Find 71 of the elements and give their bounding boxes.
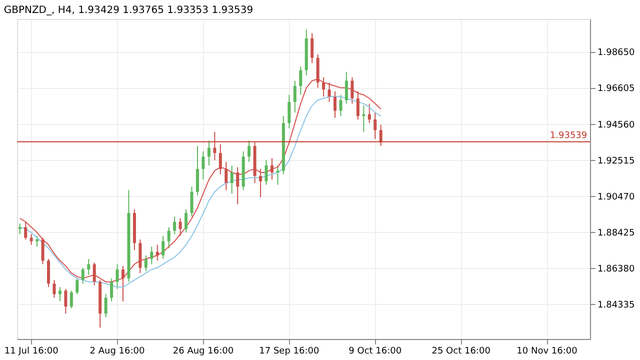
x-tick-label: 17 Sep 16:00 xyxy=(259,346,320,356)
x-tick-label: 10 Nov 16:00 xyxy=(516,346,578,356)
candlestick xyxy=(248,140,251,162)
candlestick xyxy=(64,288,68,314)
candlestick xyxy=(356,90,360,120)
candlestick xyxy=(310,32,314,64)
candlestick xyxy=(81,267,84,284)
candlestick xyxy=(196,146,199,196)
y-tick-label: 1.88425 xyxy=(598,228,635,239)
candlestick xyxy=(218,144,222,175)
y-tick-label: 1.90470 xyxy=(598,192,635,202)
candlestick xyxy=(293,80,296,113)
candlestick xyxy=(259,168,262,198)
candlestick xyxy=(52,280,56,298)
y-tick-label: 1.86380 xyxy=(598,264,635,275)
candlestick xyxy=(328,82,331,102)
candlestick xyxy=(339,94,342,117)
candlestick xyxy=(36,235,39,248)
candlestick xyxy=(270,158,274,180)
candlestick xyxy=(344,71,348,104)
candlestick xyxy=(350,76,354,104)
candlestick xyxy=(58,286,62,302)
candlestick xyxy=(322,76,326,98)
candlestick xyxy=(202,150,205,180)
candlestick xyxy=(374,112,377,140)
candlestick xyxy=(150,246,154,265)
candlestick xyxy=(116,264,119,290)
candlestick xyxy=(224,161,228,191)
candlestick xyxy=(24,221,28,240)
candlestick xyxy=(144,254,148,272)
candlestick xyxy=(173,216,176,235)
candlestick xyxy=(92,262,96,286)
candlestick xyxy=(213,131,216,161)
ref-line-label: 1.93539 xyxy=(550,130,588,141)
y-tick-label: 1.84335 xyxy=(598,300,635,311)
candlestick xyxy=(190,186,194,218)
candlestick xyxy=(184,209,188,233)
candlestick xyxy=(110,278,114,302)
candlestick xyxy=(207,140,210,166)
candlestick xyxy=(104,294,108,318)
x-tick-label: 2 Aug 16:00 xyxy=(90,346,146,356)
candlestick xyxy=(122,265,125,302)
candlestick xyxy=(70,290,73,309)
x-tick-label: 9 Oct 16:00 xyxy=(348,346,402,356)
candlestick xyxy=(178,218,182,236)
y-tick-label: 1.94560 xyxy=(598,120,635,130)
y-tick-label: 1.96605 xyxy=(598,84,635,94)
chart-title: GBPNZD_, H4, 1.93429 1.93765 1.93353 1.93539 xyxy=(4,5,254,16)
candlestick xyxy=(41,237,44,265)
candlestick xyxy=(18,223,22,235)
candlestick xyxy=(334,90,337,118)
y-tick-label: 1.98650 xyxy=(598,48,635,58)
candlestick xyxy=(167,226,170,249)
candlestick xyxy=(87,258,90,276)
x-tick-label: 11 Jul 16:00 xyxy=(4,346,59,356)
candlestick xyxy=(30,234,33,246)
candlestick xyxy=(230,164,234,194)
candlestick xyxy=(264,160,268,186)
x-tick-label: 26 Aug 16:00 xyxy=(172,346,234,356)
candlestick xyxy=(276,164,280,186)
x-tick-label: 25 Oct 16:00 xyxy=(432,346,491,356)
candlestick xyxy=(156,244,159,262)
candlestick xyxy=(76,278,79,295)
candlestick xyxy=(236,166,240,205)
candlestick xyxy=(379,124,382,147)
candlestick xyxy=(368,103,371,124)
y-tick-label: 1.92515 xyxy=(598,156,635,166)
candlestick xyxy=(162,235,165,260)
candlestick xyxy=(299,66,302,96)
candlestick xyxy=(288,94,291,129)
candlestick xyxy=(47,258,50,288)
